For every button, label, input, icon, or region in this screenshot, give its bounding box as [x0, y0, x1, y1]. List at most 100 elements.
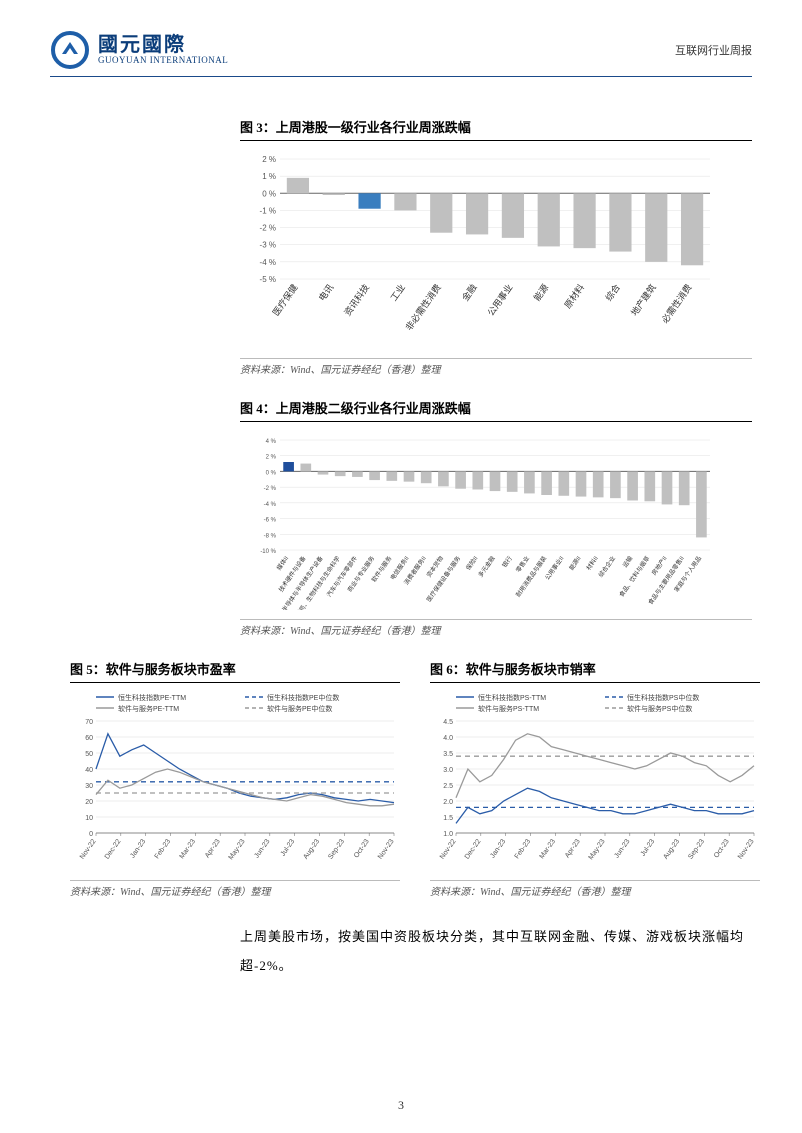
svg-text:3.5: 3.5: [443, 751, 453, 758]
chart3-title: 图 3：上周港股一级行业各行业周涨跌幅: [240, 117, 752, 141]
logo: 國元國際 GUOYUAN INTERNATIONAL: [50, 30, 228, 70]
svg-text:软件与服务PE中位数: 软件与服务PE中位数: [267, 704, 332, 713]
svg-text:恒生科技指数PS中位数: 恒生科技指数PS中位数: [627, 693, 699, 702]
chart6-title: 图 6：软件与服务板块市销率: [430, 659, 760, 683]
svg-text:软件与服务PE-TTM: 软件与服务PE-TTM: [118, 704, 179, 713]
svg-text:4 %: 4 %: [266, 439, 277, 445]
svg-text:Jan-23: Jan-23: [129, 838, 147, 860]
svg-text:非必需性消费: 非必需性消费: [403, 282, 443, 333]
svg-text:60: 60: [85, 735, 93, 742]
svg-text:能源: 能源: [531, 282, 550, 303]
logo-text-en: GUOYUAN INTERNATIONAL: [98, 56, 228, 66]
svg-text:Jun-23: Jun-23: [613, 838, 631, 860]
svg-text:Nov-22: Nov-22: [79, 838, 98, 861]
svg-text:原材料: 原材料: [562, 282, 587, 310]
svg-text:保险II: 保险II: [464, 554, 480, 571]
chart6-block: 图 6：软件与服务板块市销率 1.01.52.02.53.03.54.04.5N…: [430, 659, 760, 898]
svg-text:-2 %: -2 %: [260, 224, 276, 233]
svg-text:Sep-23: Sep-23: [687, 838, 706, 861]
svg-text:软件与服务PS-TTM: 软件与服务PS-TTM: [478, 704, 539, 713]
svg-text:40: 40: [85, 767, 93, 774]
chart3-svg: -5 %-4 %-3 %-2 %-1 %0 %1 %2 %医疗保健电讯资讯科技工…: [240, 149, 720, 349]
svg-text:-1 %: -1 %: [260, 206, 276, 215]
svg-text:汽车与汽车零部件: 汽车与汽车零部件: [325, 555, 359, 599]
chart5-title: 图 5：软件与服务板块市盈率: [70, 659, 400, 683]
svg-text:Nov-23: Nov-23: [737, 838, 756, 861]
svg-text:Jan-23: Jan-23: [489, 838, 507, 860]
chart4-title: 图 4：上周港股二级行业各行业周涨跌幅: [240, 398, 752, 422]
svg-text:银行: 银行: [500, 555, 513, 569]
svg-text:Feb-23: Feb-23: [154, 838, 173, 860]
svg-text:Dec-22: Dec-22: [104, 838, 123, 861]
svg-text:Apr-23: Apr-23: [204, 838, 222, 859]
svg-text:Nov-23: Nov-23: [377, 838, 396, 861]
svg-text:0: 0: [89, 831, 93, 838]
svg-text:工业: 工业: [389, 282, 408, 302]
svg-text:May-23: May-23: [228, 838, 247, 861]
dual-chart-row: 图 5：软件与服务板块市盈率 010203040506070Nov-22Dec-…: [70, 659, 732, 898]
svg-text:Feb-23: Feb-23: [514, 838, 533, 860]
svg-text:Apr-23: Apr-23: [564, 838, 582, 859]
chart3-block: 图 3：上周港股一级行业各行业周涨跌幅 -5 % -4 % -3 % -2 % -1 %…: [240, 117, 752, 376]
svg-text:Aug-23: Aug-23: [302, 838, 321, 861]
svg-text:0 %: 0 %: [262, 189, 276, 198]
svg-text:1.0: 1.0: [443, 831, 453, 838]
svg-text:多元金融: 多元金融: [476, 555, 496, 579]
svg-text:运输: 运输: [621, 555, 634, 569]
body-paragraph: 上周美股市场，按美国中资股板块分类，其中互联网金融、传媒、游戏板块涨幅均超-2%…: [240, 923, 752, 980]
svg-text:-4 %: -4 %: [260, 258, 276, 267]
svg-text:恒生科技指数PE-TTM: 恒生科技指数PE-TTM: [118, 693, 186, 702]
svg-text:-4 %: -4 %: [264, 502, 277, 508]
svg-text:食品、饮料与烟草: 食品、饮料与烟草: [617, 555, 651, 599]
svg-text:能源II: 能源II: [567, 554, 583, 571]
chart4-block: 图 4：上周港股二级行业各行业周涨跌幅 -10 %-8 %-6 %-4 %-2 …: [240, 398, 752, 637]
svg-text:金融: 金融: [459, 282, 478, 303]
svg-text:Oct-23: Oct-23: [713, 838, 731, 859]
svg-text:Aug-23: Aug-23: [662, 838, 681, 861]
svg-text:May-23: May-23: [588, 838, 607, 861]
svg-text:2.0: 2.0: [443, 799, 453, 806]
svg-text:2.5: 2.5: [443, 783, 453, 790]
svg-text:医疗保健: 医疗保健: [270, 282, 300, 318]
svg-text:1.5: 1.5: [443, 815, 453, 822]
page: 國元國際 GUOYUAN INTERNATIONAL 互联网行业周报 图 3：上…: [0, 0, 802, 1133]
svg-text:-8 %: -8 %: [264, 533, 277, 539]
chart6-source: 资料来源：Wind、国元证券经纪（香港）整理: [430, 880, 760, 898]
svg-text:4.0: 4.0: [443, 735, 453, 742]
svg-text:必需性消费: 必需性消费: [659, 282, 694, 325]
svg-text:地产建筑: 地产建筑: [628, 282, 658, 318]
logo-text-cn: 國元國際: [98, 34, 228, 56]
chart5-block: 图 5：软件与服务板块市盈率 010203040506070Nov-22Dec-…: [70, 659, 400, 898]
svg-text:20: 20: [85, 799, 93, 806]
svg-text:房地产II: 房地产II: [650, 554, 669, 576]
svg-text:-10 %: -10 %: [260, 549, 276, 555]
page-number: 3: [0, 1098, 802, 1113]
svg-text:材料II: 材料II: [584, 554, 600, 571]
header-subtitle: 互联网行业周报: [675, 42, 752, 58]
chart5-source: 资料来源：Wind、国元证券经纪（香港）整理: [70, 880, 400, 898]
svg-text:-5 %: -5 %: [260, 275, 276, 284]
svg-text:Mar-23: Mar-23: [539, 838, 558, 860]
svg-text:媒体II: 媒体II: [275, 554, 291, 571]
svg-text:公用事业: 公用事业: [485, 282, 515, 318]
svg-text:50: 50: [85, 751, 93, 758]
chart5-svg: 010203040506070Nov-22Dec-22Jan-23Feb-23M…: [70, 691, 400, 871]
svg-text:零售业: 零售业: [514, 555, 531, 574]
svg-text:-3 %: -3 %: [260, 241, 276, 250]
svg-text:Mar-23: Mar-23: [179, 838, 198, 860]
svg-text:2 %: 2 %: [266, 455, 277, 461]
svg-text:4.5: 4.5: [443, 719, 453, 726]
svg-text:Jun-23: Jun-23: [253, 838, 271, 860]
svg-text:耐用消费品与服装: 耐用消费品与服装: [514, 555, 548, 599]
svg-text:70: 70: [85, 719, 93, 726]
svg-text:综合: 综合: [603, 282, 622, 303]
svg-text:-2 %: -2 %: [264, 486, 277, 492]
svg-text:资本货物: 资本货物: [425, 555, 445, 579]
svg-text:2 %: 2 %: [262, 155, 276, 164]
chart4-source: 资料来源：Wind、国元证券经纪（香港）整理: [240, 619, 752, 637]
svg-text:软件与服务PS中位数: 软件与服务PS中位数: [627, 704, 692, 713]
svg-text:Sep-23: Sep-23: [327, 838, 346, 861]
chart3-source: 资料来源：Wind、国元证券经纪（香港）整理: [240, 358, 752, 376]
svg-text:电讯: 电讯: [316, 282, 335, 303]
chart4-svg: -10 %-8 %-6 %-4 %-2 %0 %2 %4 %媒体II技术硬件与设…: [240, 430, 720, 610]
